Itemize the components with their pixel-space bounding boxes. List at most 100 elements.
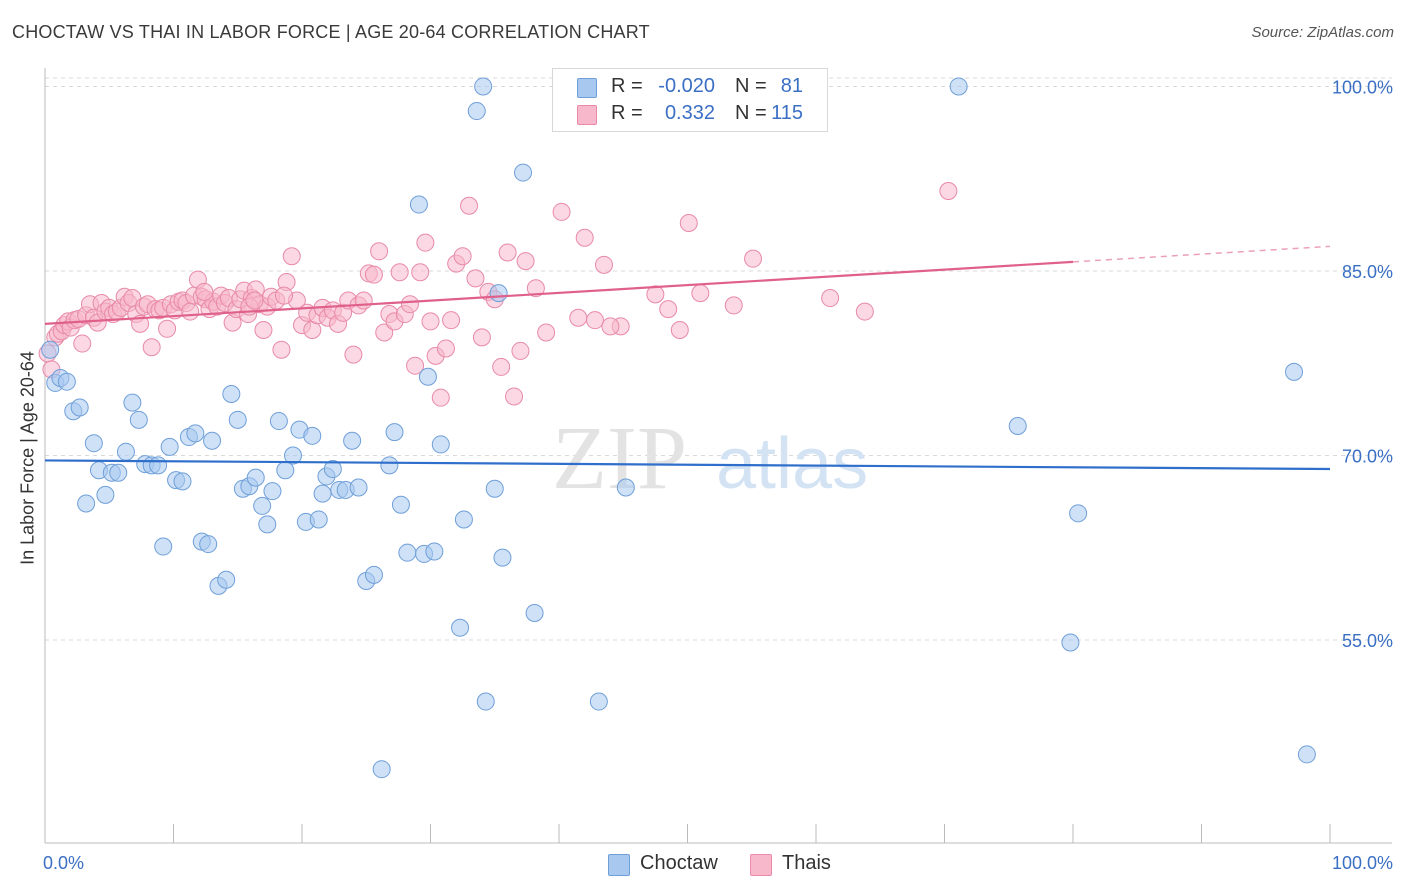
thais-point (181, 302, 200, 321)
trend-lines (44, 245, 1331, 471)
choctaw-point (474, 77, 493, 96)
choctaw-point (343, 431, 362, 450)
choctaw-point (123, 393, 142, 412)
thais-point (569, 308, 588, 327)
tick-labels: 55.0% 70.0% 85.0% 100.0% 0.0% 100.0% (43, 77, 1393, 873)
x-tick-label: 100.0% (1332, 853, 1393, 873)
choctaw-point (154, 537, 173, 556)
thais-point (552, 202, 571, 221)
choctaw-point (525, 603, 544, 622)
choctaw-point (1061, 633, 1080, 652)
thais-point (594, 255, 613, 274)
legend-swatch-thais (577, 105, 597, 125)
choctaw-point (949, 77, 968, 96)
bottom-legend-label-thais: Thais (782, 852, 831, 874)
thais-point (744, 249, 763, 268)
choctaw-points (41, 77, 1316, 779)
thais-point (659, 300, 678, 319)
watermark: ZIP atlas (552, 409, 868, 508)
thais-point (575, 228, 594, 247)
thais-point (453, 247, 472, 266)
thais-point (400, 295, 419, 314)
choctaw-point (493, 548, 512, 567)
thais-point (282, 247, 301, 266)
choctaw-point (1008, 416, 1027, 435)
thais-point (421, 312, 440, 331)
legend-n-label: N = (735, 75, 767, 97)
thais-point (406, 356, 425, 375)
thais-point (364, 265, 383, 284)
choctaw-point (77, 494, 96, 513)
choctaw-point (1069, 504, 1088, 523)
thais-point (442, 311, 461, 330)
choctaw-point (284, 446, 303, 465)
legend-row-thais: R = 0.332 N = 115 (553, 100, 827, 128)
thais-point (354, 291, 373, 310)
thais-point (646, 285, 665, 304)
choctaw-point (222, 384, 241, 403)
choctaw-point (199, 535, 218, 554)
thais-point (498, 243, 517, 262)
choctaw-point (418, 367, 437, 386)
y-tick-label: 70.0% (1342, 447, 1393, 467)
thais-point (431, 388, 450, 407)
legend-n-value-thais: 115 (771, 102, 803, 124)
thais-point (436, 339, 455, 358)
choctaw-point (84, 434, 103, 453)
choctaw-point (425, 542, 444, 561)
choctaw-point (1285, 362, 1304, 381)
choctaw-point (186, 424, 205, 443)
thais-point (691, 284, 710, 303)
y-axis-label: In Labor Force | Age 20-64 (17, 351, 38, 565)
y-tick-label: 85.0% (1342, 262, 1393, 282)
thais-point (505, 387, 524, 406)
thais-point (466, 269, 485, 288)
bottom-legend-swatch-choctaw (608, 854, 630, 876)
legend-r-label: R = (611, 75, 643, 97)
thais-points (38, 182, 958, 407)
thais-point (537, 323, 556, 342)
thais-point (375, 323, 394, 342)
choctaw-point (253, 496, 272, 515)
choctaw-point (160, 437, 179, 456)
choctaw-point (96, 485, 115, 504)
choctaw-point (380, 456, 399, 475)
thais-point (939, 182, 958, 201)
thais-point (472, 328, 491, 347)
choctaw-point (364, 565, 383, 584)
source-label: Source: ZipAtlas.com (1251, 24, 1394, 41)
choctaw-point (41, 340, 60, 359)
choctaw-point (109, 463, 128, 482)
choctaw-point (398, 543, 417, 562)
choctaw-point (258, 515, 277, 534)
legend-row-choctaw: R = -0.020 N = 81 (553, 73, 827, 101)
choctaw-point (57, 372, 76, 391)
legend-n-value-choctaw: 81 (780, 75, 803, 97)
choctaw-point (476, 692, 495, 711)
legend-r-value-choctaw: -0.020 (658, 75, 715, 97)
choctaw-point (514, 163, 533, 182)
thais-point (460, 196, 479, 215)
x-tick-label: 0.0% (43, 853, 84, 873)
thais-point (411, 263, 430, 282)
choctaw-point (70, 398, 89, 417)
thais-point (516, 252, 535, 271)
thais-point (158, 319, 177, 338)
thais-point (390, 263, 409, 282)
thais-point (254, 321, 273, 340)
bottom-legend-label-choctaw: Choctaw (640, 852, 718, 874)
thais-point (142, 338, 161, 357)
thais-point (370, 242, 389, 261)
choctaw-point (431, 435, 450, 454)
trend-line-thais (44, 260, 1074, 325)
choctaw-point (323, 460, 342, 479)
choctaw-point (372, 760, 391, 779)
thais-point (275, 286, 294, 305)
choctaw-point (303, 426, 322, 445)
y-tick-label: 55.0% (1342, 631, 1393, 651)
thais-point (416, 233, 435, 252)
choctaw-point (1297, 745, 1316, 764)
chart-title: CHOCTAW VS THAI IN LABOR FORCE | AGE 20-… (12, 22, 650, 42)
thais-point (724, 296, 743, 315)
